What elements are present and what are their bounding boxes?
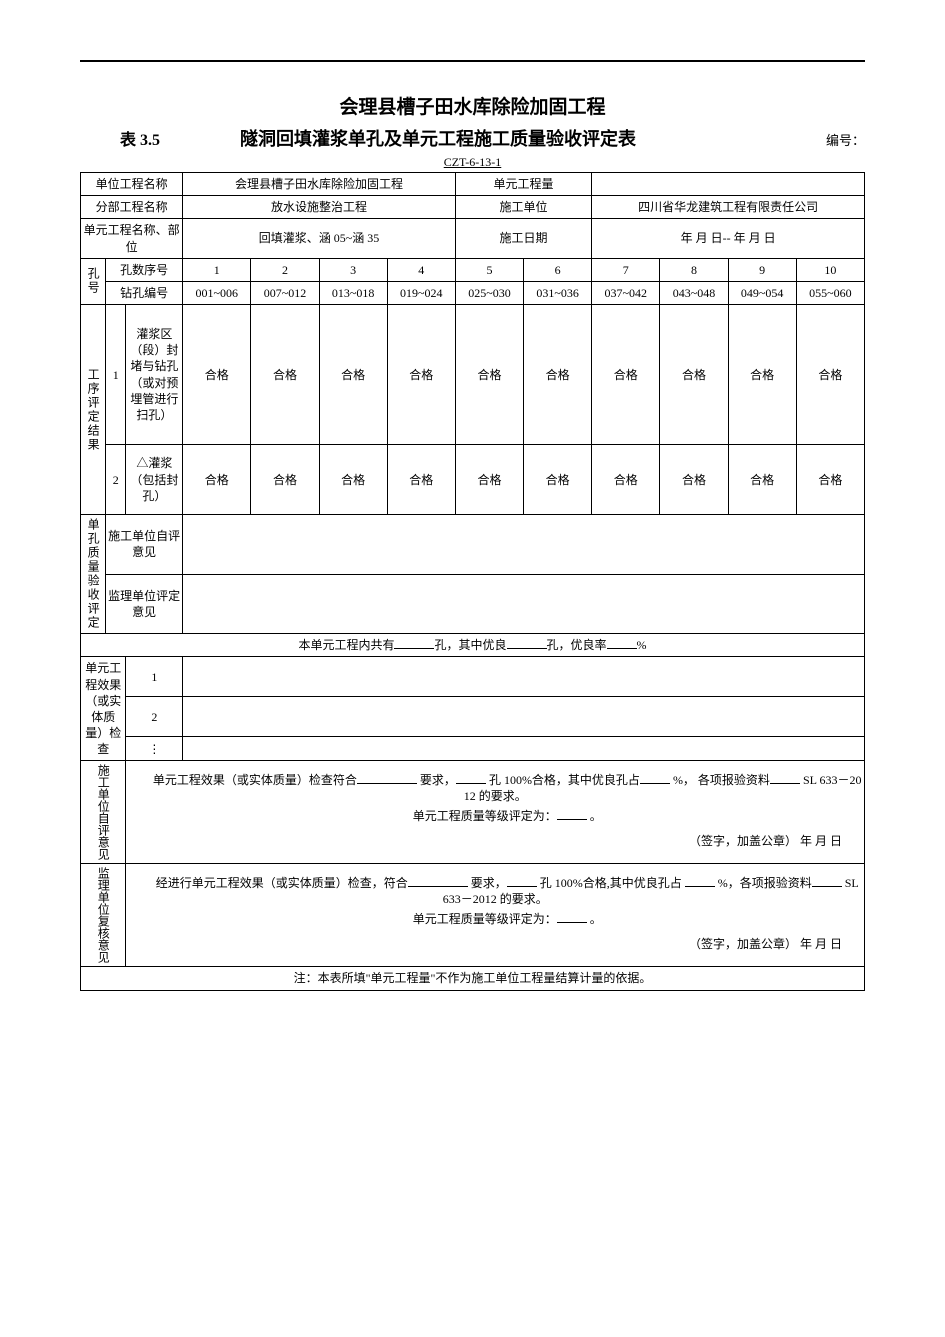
note-row: 注：本表所填"单元工程量"不作为施工单位工程量结算计量的依据。: [81, 967, 865, 990]
p1-c8: 合格: [660, 305, 728, 445]
effect-row-1: 1: [126, 657, 183, 697]
drill-code-5: 025~030: [455, 281, 523, 304]
label-process1: 灌浆区（段）封堵与钻孔（或对预埋管进行扫孔）: [126, 305, 183, 445]
title-row: 表 3.5 隧洞回填灌浆单孔及单元工程施工质量验收评定表 编号：: [80, 125, 865, 151]
drill-code-9: 049~054: [728, 281, 796, 304]
label-self-opinion: 施工单位自评意见: [105, 515, 182, 575]
table-number: 表 3.5: [80, 126, 240, 150]
label-const-self-opinion: 施工单位自评意见: [81, 761, 126, 864]
p2-c8: 合格: [660, 445, 728, 515]
super-opinion-block: 经进行单元工程效果（或实体质量）检查，符合 要求， 孔 100%合格,其中优良孔…: [126, 864, 865, 967]
value-super-opinion: [183, 574, 865, 634]
effect-value-1: [183, 657, 865, 697]
p1-c3: 合格: [319, 305, 387, 445]
process-index-1: 1: [105, 305, 125, 445]
drill-code-2: 007~012: [251, 281, 319, 304]
drill-code-7: 037~042: [592, 281, 660, 304]
drill-code-4: 019~024: [387, 281, 455, 304]
doc-code: CZT-6-13-1: [80, 155, 865, 170]
process-index-2: 2: [105, 445, 125, 515]
label-hole-no: 孔号: [81, 258, 106, 304]
p1-c7: 合格: [592, 305, 660, 445]
hole-seq-5: 5: [455, 258, 523, 281]
value-unit-project-name: 会理县槽子田水库除险加固工程: [183, 173, 456, 196]
hole-seq-9: 9: [728, 258, 796, 281]
label-construction-date: 施工日期: [455, 219, 591, 258]
p2-c6: 合格: [524, 445, 592, 515]
label-unit-effect-check: 单元工程效果（或实体质量）检查: [81, 657, 126, 761]
effect-value-2: [183, 697, 865, 737]
label-process2: △灌浆（包括封孔）: [126, 445, 183, 515]
p1-c5: 合格: [455, 305, 523, 445]
drill-code-1: 001~006: [183, 281, 251, 304]
p2-c9: 合格: [728, 445, 796, 515]
p1-c9: 合格: [728, 305, 796, 445]
hole-seq-10: 10: [796, 258, 864, 281]
value-sub-project-name: 放水设施整治工程: [183, 196, 456, 219]
code-label: 编号：: [826, 130, 865, 149]
drill-code-6: 031~036: [524, 281, 592, 304]
value-construction-date: 年 月 日-- 年 月 日: [592, 219, 865, 258]
main-title: 会理县槽子田水库除险加固工程: [80, 92, 865, 119]
label-process-result: 工序评定结果: [81, 305, 106, 515]
drill-code-8: 043~048: [660, 281, 728, 304]
header-rule: [80, 60, 865, 62]
hole-seq-8: 8: [660, 258, 728, 281]
p2-c7: 合格: [592, 445, 660, 515]
hole-seq-1: 1: [183, 258, 251, 281]
label-drill-no: 钻孔编号: [105, 281, 182, 304]
label-super-opinion: 监理单位评定意见: [105, 574, 182, 634]
effect-value-more: [183, 737, 865, 761]
p2-c10: 合格: [796, 445, 864, 515]
effect-row-2: 2: [126, 697, 183, 737]
value-self-opinion: [183, 515, 865, 575]
label-super-review-opinion: 监理单位复核意见: [81, 864, 126, 967]
label-sub-project-name: 分部工程名称: [81, 196, 183, 219]
p1-c1: 合格: [183, 305, 251, 445]
p1-c6: 合格: [524, 305, 592, 445]
main-table: 单位工程名称 会理县槽子田水库除险加固工程 单元工程量 分部工程名称 放水设施整…: [80, 172, 865, 991]
hole-seq-7: 7: [592, 258, 660, 281]
p1-c10: 合格: [796, 305, 864, 445]
p2-c2: 合格: [251, 445, 319, 515]
p1-c4: 合格: [387, 305, 455, 445]
label-element-name-part: 单元工程名称、部位: [81, 219, 183, 258]
value-element-name-part: 回填灌浆、涵 05~涵 35: [183, 219, 456, 258]
drill-code-3: 013~018: [319, 281, 387, 304]
p1-c2: 合格: [251, 305, 319, 445]
label-single-hole-accept: 单孔质量验收评定: [81, 515, 106, 634]
p2-c3: 合格: [319, 445, 387, 515]
summary-row: 本单元工程内共有孔，其中优良孔，优良率%: [81, 634, 865, 657]
const-opinion-block: 单元工程效果（或实体质量）检查符合 要求， 孔 100%合格，其中优良孔占 %，…: [126, 761, 865, 864]
hole-seq-2: 2: [251, 258, 319, 281]
label-hole-seq: 孔数序号: [105, 258, 182, 281]
hole-seq-4: 4: [387, 258, 455, 281]
hole-seq-6: 6: [524, 258, 592, 281]
drill-code-10: 055~060: [796, 281, 864, 304]
sub-title: 隧洞回填灌浆单孔及单元工程施工质量验收评定表: [240, 125, 826, 151]
value-unit-project-qty: [592, 173, 865, 196]
label-unit-project-name: 单位工程名称: [81, 173, 183, 196]
effect-row-more: ⋮: [126, 737, 183, 761]
p2-c1: 合格: [183, 445, 251, 515]
hole-seq-3: 3: [319, 258, 387, 281]
p2-c4: 合格: [387, 445, 455, 515]
label-unit-project-qty: 单元工程量: [455, 173, 591, 196]
value-construction-unit: 四川省华龙建筑工程有限责任公司: [592, 196, 865, 219]
label-construction-unit: 施工单位: [455, 196, 591, 219]
p2-c5: 合格: [455, 445, 523, 515]
